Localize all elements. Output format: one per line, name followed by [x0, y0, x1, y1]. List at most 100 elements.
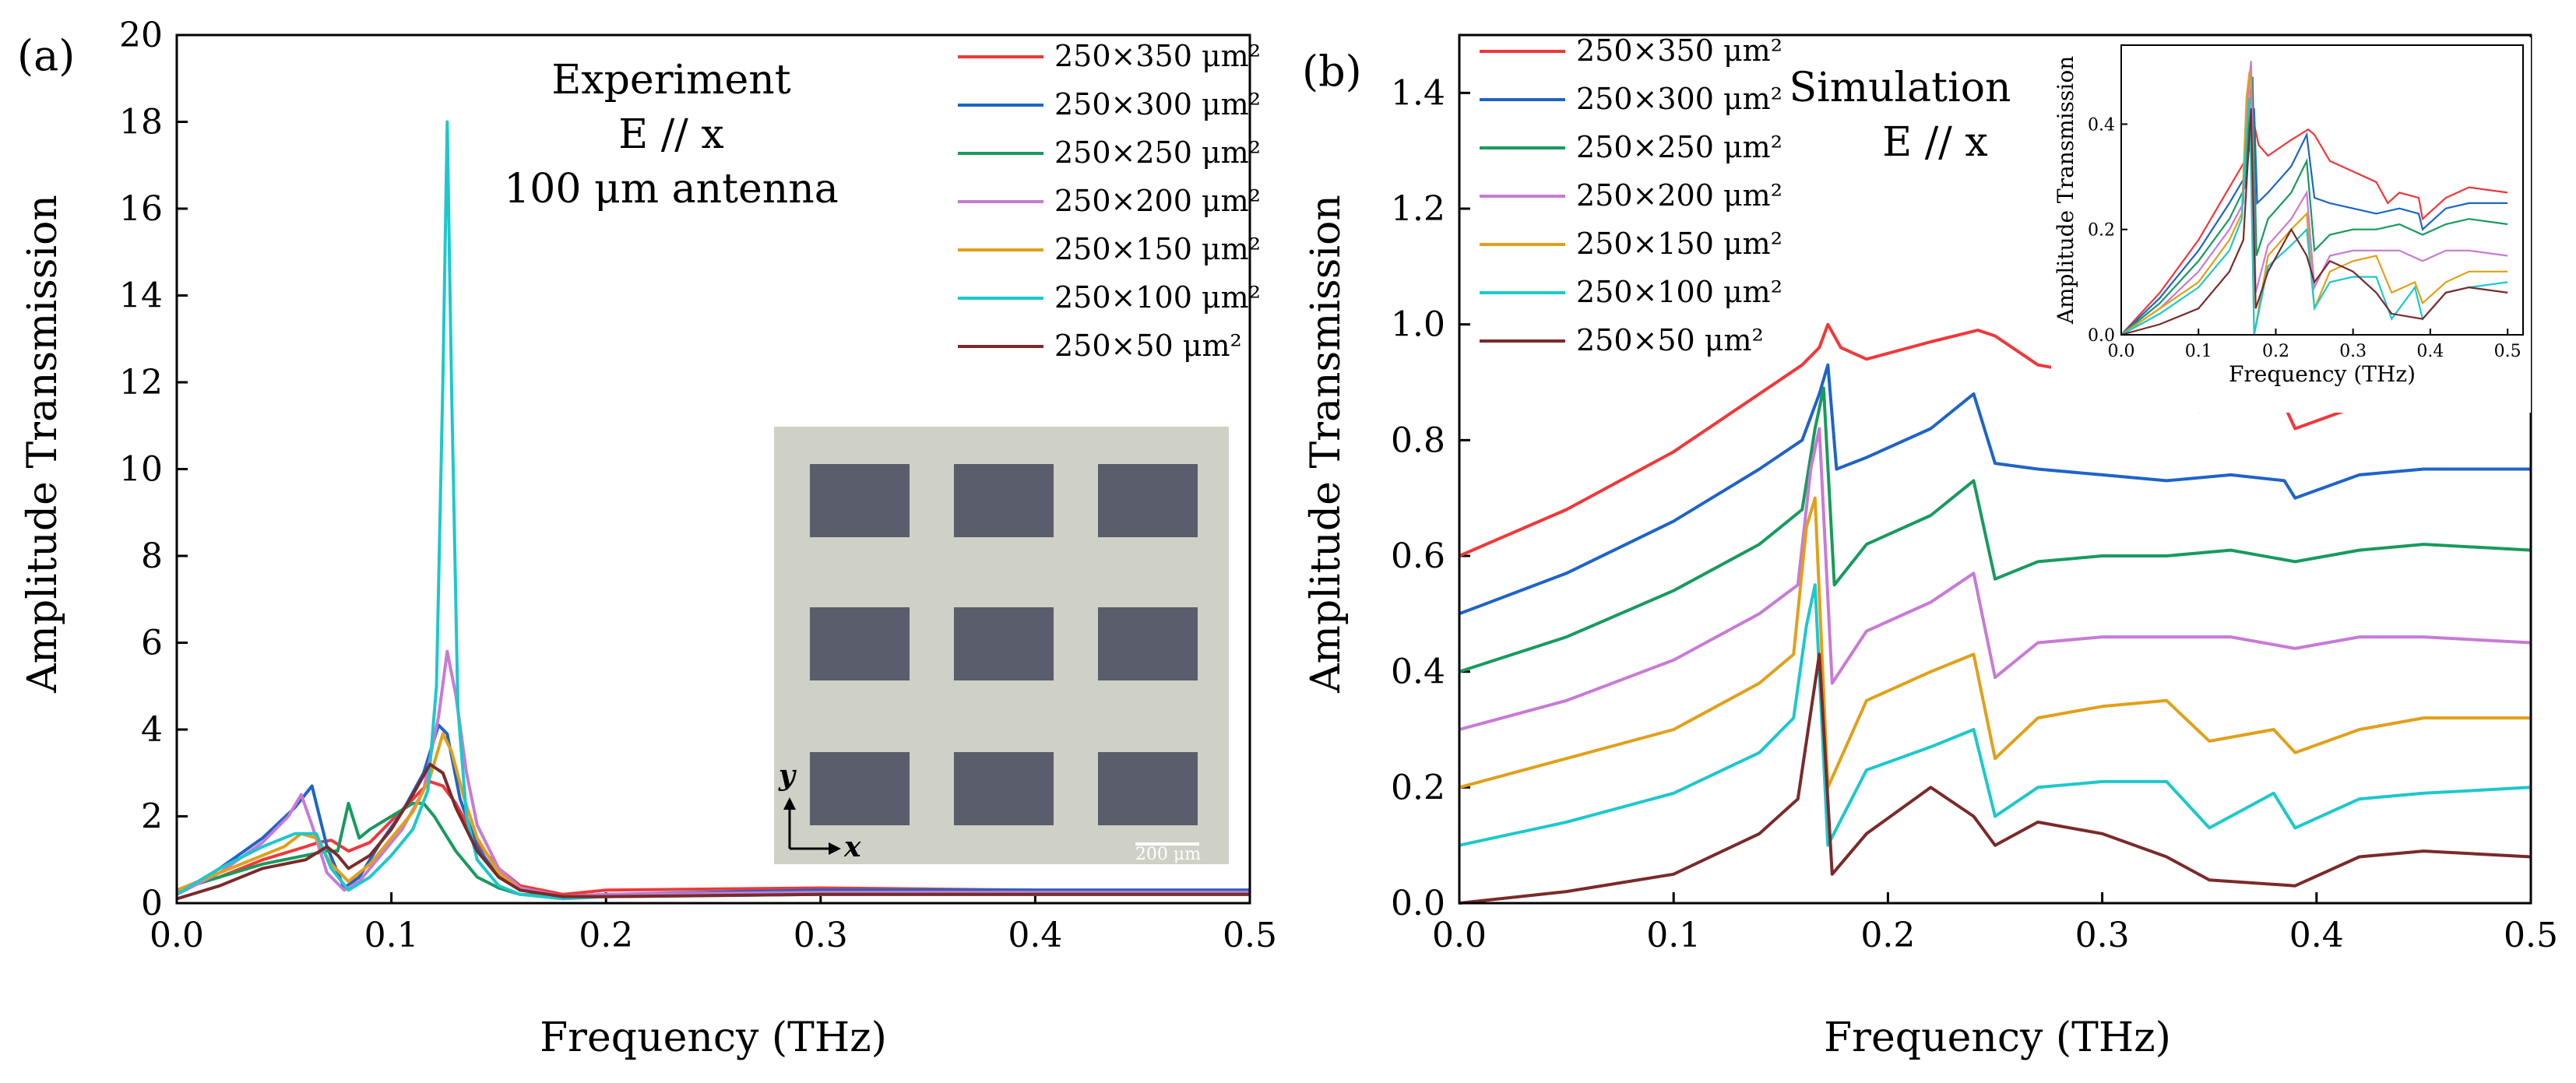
- legend-label: 250×50 μm²: [1054, 329, 1242, 363]
- panel-a-series: [175, 120, 1250, 901]
- panel-b-frame: [1458, 33, 2532, 905]
- panel-b-title-line1: Simulation: [1789, 65, 2011, 111]
- antenna-pad: [1098, 607, 1198, 680]
- y-tick-label: 2: [141, 797, 163, 837]
- antenna-pad: [810, 607, 910, 680]
- series-line-b-4: [1459, 496, 2531, 789]
- x-tick-label: 0.3: [794, 916, 848, 955]
- inset-series-line-3: [2120, 61, 2508, 336]
- panel-b-ylabel: Amplitude Transmission: [1303, 195, 1350, 694]
- y-tick-label: 0.4: [1391, 652, 1445, 692]
- y-tick-label: 0.8: [1391, 420, 1445, 460]
- panel-a-title-line3: 100 μm antenna: [504, 166, 839, 213]
- series-line-a-5: [175, 120, 1250, 901]
- y-tick-label: 0: [141, 884, 163, 923]
- inset-y-tick-label: 0.0: [2088, 326, 2115, 346]
- legend-label: 250×250 μm²: [1576, 130, 1782, 164]
- inset-x-tick-label: 0.0: [2108, 342, 2135, 361]
- panel-a: (a) Amplitude Transmission Frequency (TH…: [17, 16, 1277, 1061]
- x-tick-label: 0.2: [579, 916, 633, 955]
- plot-frame: [175, 33, 1251, 905]
- x-tick-label: 0.0: [1432, 916, 1487, 955]
- panel-b-label: (b): [1302, 47, 1362, 96]
- series-line-b-2: [1459, 386, 2532, 673]
- antenna-pad: [1098, 752, 1198, 825]
- y-tick-label: 16: [119, 189, 163, 229]
- panel-b-series: [1459, 322, 2532, 905]
- inset-ylabel: Amplitude Transmission: [2053, 56, 2078, 325]
- inset-xlabel: Frequency (THz): [2229, 361, 2416, 387]
- x-tick-label: 0.4: [2289, 916, 2344, 955]
- y-tick-label: 4: [141, 710, 163, 750]
- antenna-pad: [810, 752, 910, 825]
- antenna-pad: [954, 464, 1054, 537]
- inset-y-tick-label: 0.2: [2088, 221, 2115, 241]
- panel-b-title-line2: E // x: [1882, 119, 1987, 166]
- inset-x-arrowhead: [829, 842, 841, 855]
- inset-y-axis-label: y: [778, 759, 797, 792]
- antenna-pad: [954, 607, 1054, 680]
- series-line-b-0: [1459, 322, 2532, 557]
- legend-label: 250×150 μm²: [1576, 227, 1782, 261]
- inset-frame: [2120, 44, 2524, 336]
- panel-a-ticks: 0.0 0.1 0.2 0.3 0.4 0.5 0 2 4 6 8 10 12 14 16 18 20: [119, 16, 1277, 955]
- inset-x-tick-label: 0.2: [2262, 342, 2289, 361]
- x-tick-label: 0.5: [2504, 916, 2558, 955]
- x-tick-label: 0.0: [150, 916, 204, 955]
- antenna-pad: [954, 752, 1054, 825]
- panel-a-xlabel: Frequency (THz): [540, 1014, 887, 1061]
- antenna-pad: [1098, 464, 1198, 537]
- y-tick-label: 0.2: [1391, 768, 1445, 807]
- x-tick-label: 0.5: [1223, 916, 1277, 955]
- y-tick-label: 0.0: [1391, 884, 1445, 923]
- legend-label: 250×300 μm²: [1054, 87, 1261, 121]
- legend-label: 250×350 μm²: [1576, 33, 1782, 68]
- inset-x-tick-label: 0.3: [2339, 342, 2367, 361]
- x-tick-label: 0.1: [1646, 916, 1701, 955]
- plot-frame: [1458, 33, 2532, 905]
- series-line-b-6: [1459, 652, 2532, 905]
- scale-bar-label: 200 μm: [1135, 845, 1201, 864]
- y-tick-label: 1.2: [1391, 189, 1445, 229]
- legend-label: 250×200 μm²: [1576, 178, 1782, 213]
- inset-series-line-1: [2120, 108, 2508, 336]
- inset-y-tick-label: 0.4: [2088, 115, 2115, 135]
- antenna-pad: [810, 464, 910, 537]
- x-tick-label: 0.2: [1860, 916, 1915, 955]
- legend-label: 250×200 μm²: [1054, 184, 1261, 218]
- panel-b-title: Simulation E // x: [1789, 65, 2011, 166]
- x-tick-label: 0.1: [364, 916, 419, 955]
- inset-series-line-2: [2120, 76, 2508, 336]
- series-line-b-3: [1459, 427, 2532, 731]
- panel-a-frame: [175, 33, 1251, 905]
- panel-a-inset-photo: y x 200 μm: [774, 427, 1229, 864]
- series-line-b-5: [1459, 583, 2532, 847]
- y-tick-label: 0.6: [1391, 536, 1445, 576]
- inset-series-line-0: [2120, 124, 2508, 336]
- y-tick-label: 6: [141, 624, 163, 663]
- panel-b-legend: 250×350 μm² 250×300 μm² 250×250 μm² 250×200…: [1480, 33, 1782, 357]
- panel-a-title-line1: Experiment: [551, 57, 790, 104]
- y-tick-label: 18: [119, 103, 163, 142]
- legend-label: 250×150 μm²: [1054, 232, 1261, 266]
- inset-series-line-6: [2120, 108, 2508, 336]
- y-tick-label: 10: [119, 450, 163, 490]
- panel-b-ticks: 0.0 0.1 0.2 0.3 0.4 0.5 0.0 0.2 0.4 0.6 0.8 1.0 1.2 1…: [1391, 73, 2558, 955]
- series-line-a-6: [176, 762, 1250, 901]
- legend-label: 250×350 μm²: [1054, 39, 1261, 73]
- y-tick-label: 12: [119, 363, 163, 403]
- inset-x-axis-label: x: [843, 831, 861, 863]
- panel-a-legend: 250×350 μm² 250×300 μm² 250×250 μm² 250×200…: [958, 39, 1261, 363]
- y-tick-label: 20: [119, 16, 163, 55]
- inset-x-tick-label: 0.5: [2494, 342, 2521, 361]
- inset-x-tick-label: 0.4: [2416, 342, 2444, 361]
- y-tick-label: 8: [141, 536, 163, 576]
- y-tick-label: 1.4: [1391, 73, 1445, 113]
- panel-a-ylabel: Amplitude Transmission: [19, 195, 66, 694]
- y-tick-label: 1.0: [1391, 305, 1445, 345]
- panel-a-title-line2: E // x: [618, 111, 723, 158]
- legend-label: 250×50 μm²: [1576, 323, 1764, 357]
- y-tick-label: 14: [119, 276, 163, 316]
